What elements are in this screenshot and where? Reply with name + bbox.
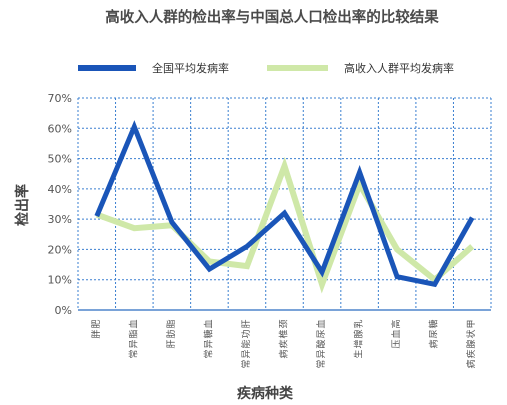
x-tick-char: 胖 (91, 329, 102, 338)
x-tick-char: 椎 (278, 329, 290, 338)
x-tick-char: 疾 (278, 339, 290, 348)
x-tick-char: 状 (465, 329, 477, 338)
x-tick-char: 疾 (465, 349, 477, 358)
x-tick-char: 病 (278, 349, 290, 358)
x-tick-char: 能 (240, 339, 252, 348)
x-tick-char: 异 (203, 339, 214, 348)
x-tick-char: 生 (353, 349, 365, 358)
x-tick-char: 甲 (466, 319, 477, 328)
x-tick-char: 异 (316, 349, 327, 358)
x-tick-char: 肥 (91, 319, 102, 328)
x-tick-char: 异 (241, 349, 252, 358)
x-tick-char: 血 (127, 319, 139, 328)
x-tick-char: 肝 (166, 339, 177, 348)
chart-title: 高收入人群的检出率与中国总人口检出率的比较结果 (105, 8, 439, 26)
x-tick-char: 血 (202, 319, 214, 328)
x-tick-char: 病 (465, 359, 477, 368)
x-tick-char: 常 (202, 349, 214, 358)
x-tick-char: 常 (240, 359, 252, 368)
x-tick-char: 糖 (428, 319, 440, 328)
x-tick-char: 功 (241, 329, 252, 338)
x-tick-char: 酸 (316, 339, 327, 348)
x-tick-char: 腺 (353, 329, 365, 338)
x-tick-char: 肝 (241, 319, 252, 328)
y-axis-ticks: 0% 10% 20% 30% 40% 50% 60% 70% (48, 92, 72, 317)
x-tick-char: 尿 (429, 329, 440, 338)
x-tick-char: 脂 (165, 319, 177, 328)
x-tick-char: 肪 (165, 329, 177, 338)
x-tick-label: 糖尿病 (428, 319, 440, 348)
x-tick-char: 常 (315, 359, 327, 368)
series-lines (94, 120, 475, 294)
y-tick-label: 60% (48, 122, 72, 135)
y-tick-label: 30% (48, 213, 72, 226)
x-tick-char: 压 (391, 339, 402, 348)
y-tick-label: 20% (48, 243, 72, 256)
x-tick-char: 血 (315, 319, 327, 328)
y-tick-label: 50% (48, 153, 72, 166)
y-tick-label: 70% (48, 92, 72, 105)
x-tick-char: 病 (428, 339, 440, 348)
x-axis-ticks: 肥胖血脂异常脂肪肝血糖异常肝功能异常颈椎疾病血尿酸异常乳腺增生高血压糖尿病甲状腺… (91, 319, 477, 368)
legend-label-national: 全国平均发病率 (152, 61, 229, 75)
x-tick-char: 腺 (465, 339, 477, 348)
series-line-high-income (95, 156, 475, 294)
x-tick-label: 脂肪肝 (165, 319, 177, 348)
x-tick-char: 糖 (202, 329, 214, 338)
y-tick-label: 10% (48, 274, 72, 287)
x-tick-char: 乳 (353, 319, 365, 328)
x-tick-char: 血 (390, 329, 402, 338)
y-tick-label: 40% (48, 183, 72, 196)
x-axis-title: 疾病种类 (237, 385, 294, 402)
legend: 全国平均发病率 高收入人群平均发病率 (78, 61, 454, 75)
x-tick-label: 肥胖 (91, 319, 102, 338)
x-tick-char: 尿 (316, 329, 327, 338)
y-tick-label: 0% (55, 304, 72, 317)
series-line-national (94, 120, 475, 288)
x-tick-char: 异 (128, 339, 139, 348)
legend-label-high-income: 高收入人群平均发病率 (344, 61, 454, 75)
x-tick-char: 增 (353, 339, 365, 348)
x-tick-char: 脂 (127, 329, 139, 338)
x-tick-char: 颈 (279, 319, 290, 328)
x-tick-char: 常 (127, 349, 139, 358)
y-axis-title: 检出率 (14, 184, 31, 226)
x-tick-char: 高 (390, 319, 402, 328)
x-tick-label: 高血压 (390, 319, 402, 348)
